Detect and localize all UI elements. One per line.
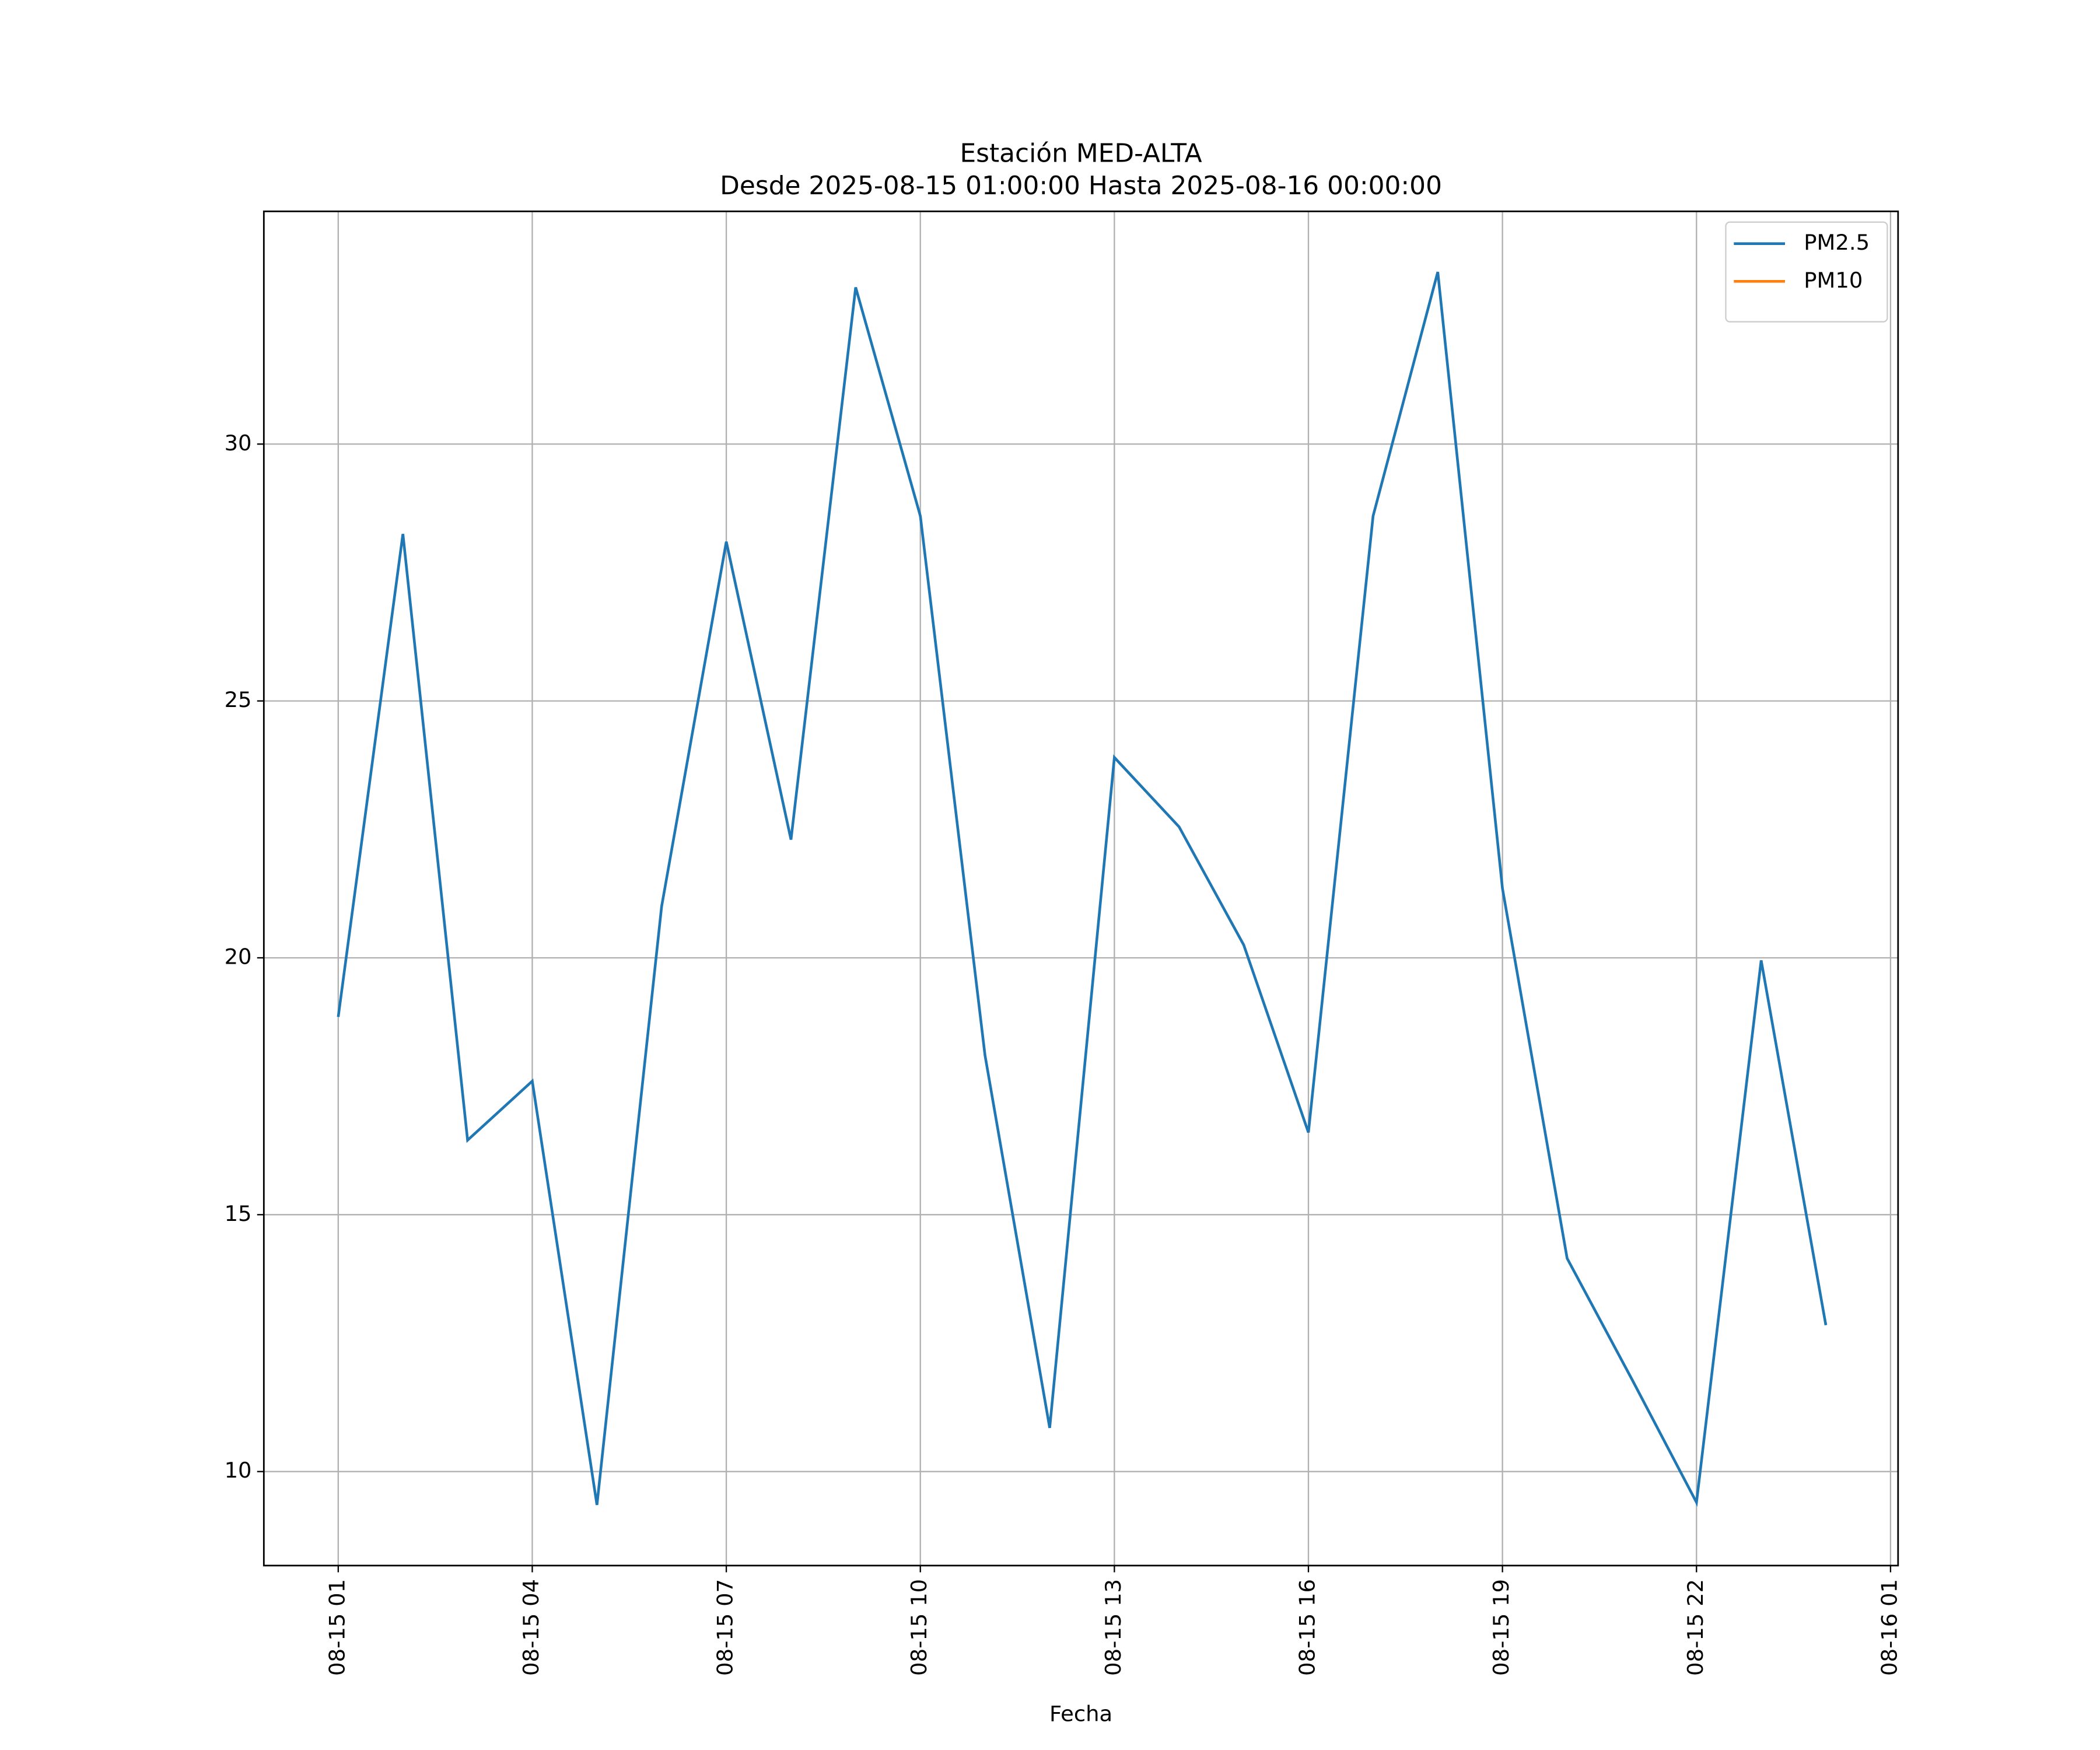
x-tick-label: 08-15 19 [1489,1579,1514,1676]
y-tick-label: 30 [225,430,252,456]
y-tick-label: 20 [225,944,252,969]
x-tick-label: 08-15 07 [713,1579,738,1676]
chart-subtitle: Desde 2025-08-15 01:00:00 Hasta 2025-08-… [720,171,1442,201]
legend-box [1725,221,1888,323]
x-tick-label: 08-15 13 [1101,1579,1126,1676]
x-tick-label: 08-15 10 [907,1579,932,1676]
x-axis-label: Fecha [1049,1702,1112,1727]
x-tick-label: 08-15 01 [324,1579,349,1676]
y-tick-label: 10 [225,1458,252,1483]
chart-title: Estación MED-ALTA [960,138,1202,168]
y-tick-label: 15 [225,1201,252,1226]
x-tick-label: 08-15 22 [1683,1579,1708,1676]
x-tick-label: 08-16 01 [1877,1579,1902,1676]
series-line [337,271,1828,1507]
x-tick-label: 08-15 16 [1295,1579,1320,1676]
legend-label: PM2.5 [1804,230,1870,255]
x-tick-label: 08-15 04 [519,1579,544,1676]
plot-frame [262,210,1899,1567]
legend-label: PM10 [1804,268,1863,293]
y-tick-label: 25 [225,687,252,712]
